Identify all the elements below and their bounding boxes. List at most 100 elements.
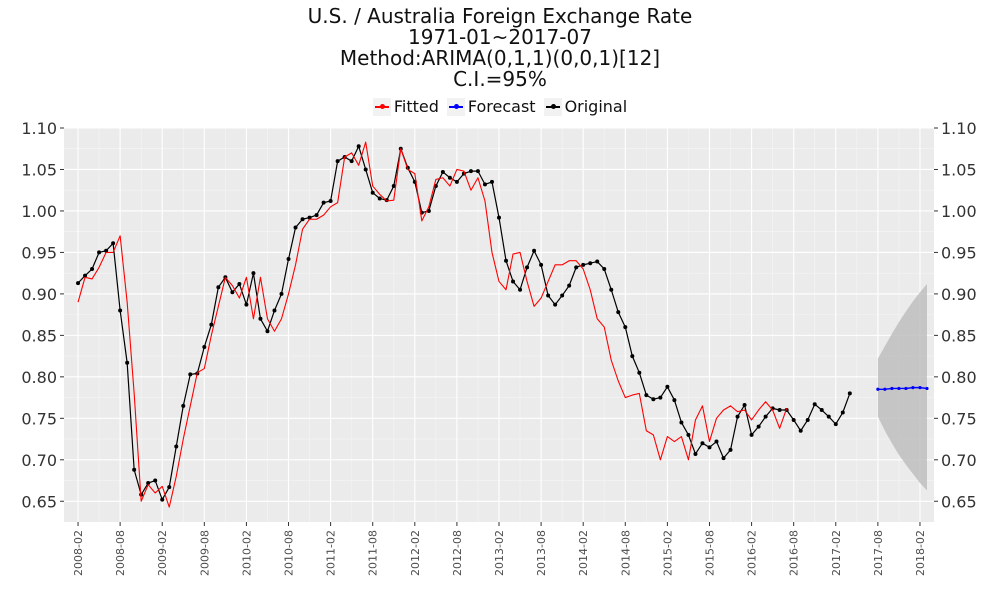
- data-point-original: [230, 290, 235, 295]
- data-point-original: [658, 395, 663, 400]
- data-point-original: [454, 179, 459, 184]
- data-point-original: [132, 467, 137, 472]
- data-point-original: [819, 408, 824, 413]
- data-point-original: [497, 215, 501, 220]
- data-point-original: [202, 344, 207, 349]
- y-tick-label-right: 0.90: [941, 285, 977, 304]
- y-tick-label-right: 0.75: [941, 409, 977, 428]
- data-point-forecast: [897, 386, 901, 391]
- chart-title-line-2: 1971-01~2017-07: [408, 25, 592, 49]
- x-tick-label: 2011-02: [325, 530, 338, 576]
- data-point-original: [700, 441, 705, 446]
- data-point-original: [475, 169, 480, 174]
- data-point-original: [630, 354, 635, 359]
- data-point-original: [595, 259, 600, 264]
- data-point-original: [637, 370, 642, 375]
- data-point-forecast: [883, 387, 887, 391]
- x-tick-label: 2018-02: [914, 530, 927, 576]
- x-tick-label: 2012-08: [451, 530, 464, 576]
- data-point-original: [847, 391, 852, 396]
- data-point-original: [363, 167, 368, 172]
- data-point-original: [602, 267, 607, 272]
- data-point-original: [125, 360, 130, 365]
- y-tick-label-right: 0.85: [941, 326, 977, 345]
- data-point-original: [104, 248, 109, 253]
- data-point-original: [735, 414, 740, 419]
- data-point-original: [188, 372, 193, 377]
- chart-title-line-3: Method:ARIMA(0,1,1)(0,0,1)[12]: [339, 46, 661, 70]
- y-tick-label-right: 0.70: [941, 451, 977, 470]
- y-tick-label-left: 0.80: [21, 368, 57, 387]
- x-tick-label: 2013-02: [493, 530, 506, 576]
- y-tick-label-right: 0.80: [941, 368, 977, 387]
- y-tick-label-right: 0.95: [941, 243, 977, 262]
- legend-item-fitted: Fitted: [372, 97, 439, 116]
- data-point-original: [174, 444, 179, 449]
- data-point-original: [539, 262, 544, 267]
- data-point-original: [440, 169, 445, 174]
- y-tick-label-left: 0.70: [21, 451, 57, 470]
- x-tick-label: 2016-08: [788, 530, 801, 576]
- data-point-forecast: [890, 386, 894, 391]
- legend-item-original: Original: [543, 97, 627, 116]
- data-point-original: [118, 308, 123, 313]
- data-point-original: [623, 325, 628, 330]
- data-point-original: [209, 322, 214, 327]
- data-point-original: [560, 293, 565, 298]
- series-line-fitted: [77, 141, 788, 508]
- legend-key-original: [543, 97, 562, 116]
- data-point-original: [489, 179, 494, 184]
- data-point-original: [728, 447, 733, 452]
- x-tick-label: 2014-08: [619, 530, 632, 576]
- data-point-original: [511, 279, 516, 284]
- data-point-forecast: [876, 387, 880, 391]
- x-tick-label: 2008-08: [114, 530, 127, 576]
- data-point-original: [482, 182, 487, 187]
- data-point-original: [216, 285, 221, 290]
- data-point-original: [321, 200, 326, 205]
- chart-legend: Fitted Forecast Original: [0, 97, 1000, 116]
- data-point-original: [616, 310, 621, 315]
- data-point-forecast: [918, 386, 922, 390]
- data-point-original: [335, 159, 340, 164]
- data-point-original: [349, 159, 354, 164]
- data-point-original: [83, 273, 88, 278]
- data-point-original: [581, 262, 586, 267]
- data-point-original: [356, 144, 361, 149]
- legend-label-forecast: Forecast: [467, 97, 536, 116]
- data-point-original: [686, 432, 691, 437]
- data-point-original: [679, 420, 684, 425]
- data-point-original: [377, 196, 382, 201]
- x-tick-label: 2017-02: [830, 530, 843, 576]
- data-point-original: [251, 271, 256, 276]
- x-tick-label: 2015-08: [703, 530, 716, 576]
- data-point-original: [279, 291, 284, 296]
- x-tick-label: 2009-08: [198, 530, 211, 576]
- data-point-original: [153, 478, 158, 483]
- y-tick-label-left: 1.05: [21, 160, 57, 179]
- data-point-original: [763, 414, 768, 419]
- data-point-original: [293, 225, 298, 230]
- data-point-forecast: [911, 386, 915, 390]
- data-point-original: [504, 258, 509, 263]
- data-point-original: [833, 422, 838, 427]
- chart-title-line-4: C.I.=95%: [453, 67, 547, 91]
- data-point-original: [370, 190, 375, 195]
- data-point-forecast: [904, 386, 908, 391]
- data-point-original: [76, 281, 81, 286]
- data-point-original: [525, 265, 530, 270]
- data-point-original: [146, 481, 151, 486]
- y-tick-label-left: 0.95: [21, 243, 57, 262]
- legend-key-fitted: [372, 97, 391, 116]
- legend-item-forecast: Forecast: [446, 97, 536, 116]
- x-tick-label: 2009-02: [156, 530, 169, 576]
- data-point-original: [644, 393, 649, 398]
- x-tick-label: 2012-02: [409, 530, 422, 576]
- data-point-original: [791, 417, 796, 422]
- data-point-original: [756, 424, 761, 429]
- data-point-original: [749, 432, 754, 437]
- y-tick-label-left: 1.10: [21, 119, 57, 138]
- data-point-original: [90, 267, 95, 272]
- data-point-original: [567, 283, 572, 288]
